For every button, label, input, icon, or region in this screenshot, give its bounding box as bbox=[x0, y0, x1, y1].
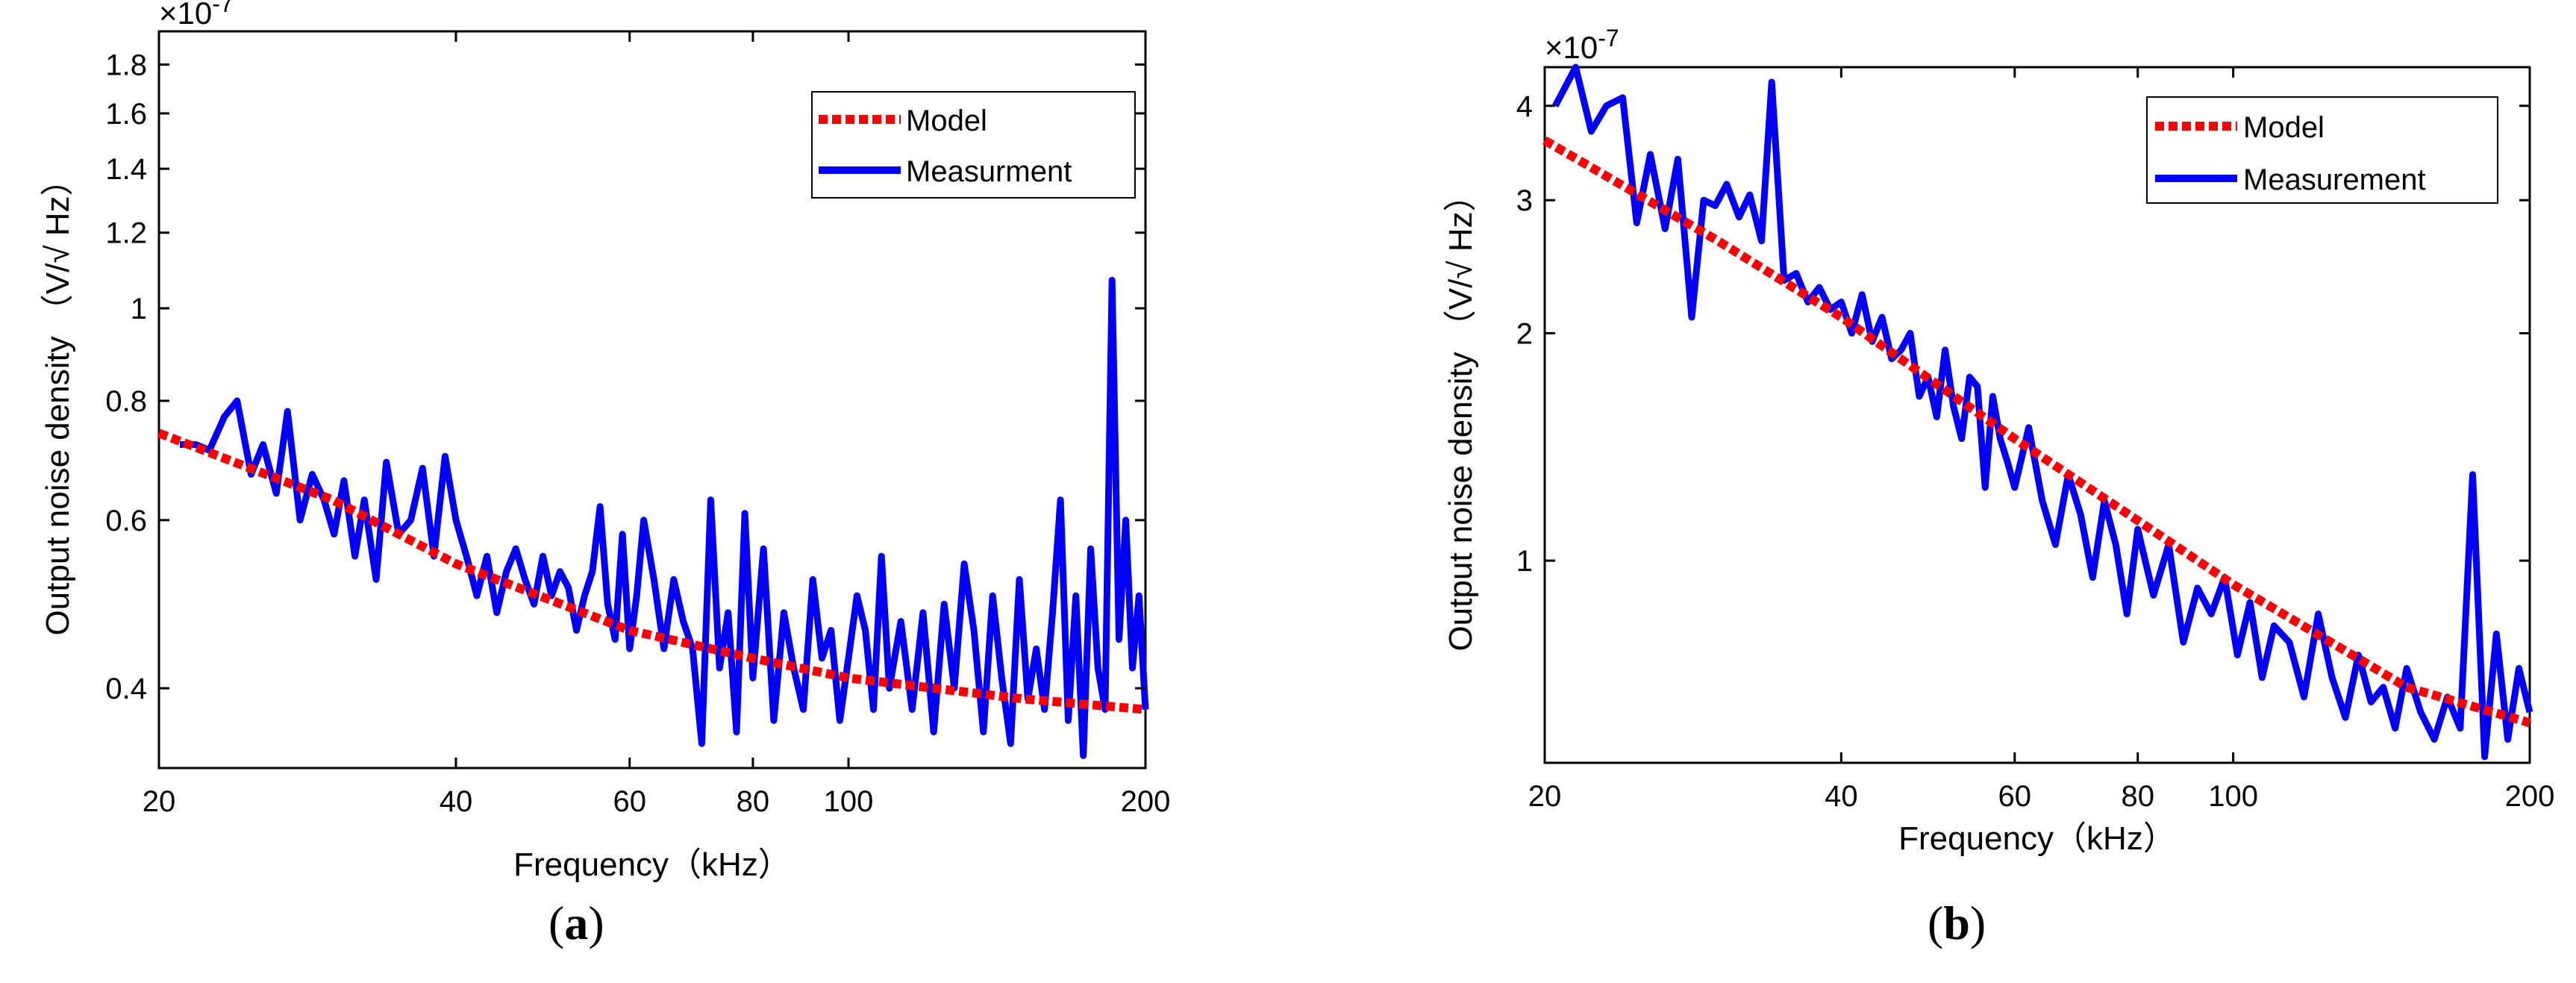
panel-b-chart: 20 40 60 80 100 200 1 2 3 4 Frequency（kHz） Output… bbox=[1442, 25, 2554, 857]
panel-b-ytick-label: 4 bbox=[1516, 90, 1533, 123]
panel-b-xtick-label: 20 bbox=[1528, 780, 1562, 813]
panel-a-xtick-label: 20 bbox=[143, 785, 176, 818]
panel-b-xtick-label: 80 bbox=[2121, 780, 2154, 813]
panel-b-ytick-label: 1 bbox=[1516, 545, 1533, 578]
panel-b-multiplier: ×10-7 bbox=[1545, 25, 1619, 65]
panel-b-ytick-label: 2 bbox=[1516, 317, 1533, 350]
panel-a-ytick-label: 0.4 bbox=[105, 673, 147, 705]
panel-a-axes-box bbox=[157, 30, 1147, 770]
panel-b-legend: Model Measurement bbox=[2146, 96, 2498, 204]
panel-a-legend-model: Model bbox=[906, 104, 987, 137]
panel-b-legend-model: Model bbox=[2243, 111, 2325, 144]
panel-a-xlabel: Frequency（kHz） bbox=[513, 846, 791, 883]
panel-a-ytick-label: 1.4 bbox=[105, 153, 147, 186]
panel-b-ylabel: Output noise density （V/√ Hz） bbox=[1442, 178, 1479, 651]
panel-a-caption: (a) bbox=[548, 896, 604, 949]
panel-a-legend: Model Measurment bbox=[811, 91, 1136, 199]
panel-a-xtick-label: 200 bbox=[1121, 785, 1171, 818]
panel-b-axes-box bbox=[1543, 66, 2531, 764]
panel-a-series-measurment bbox=[180, 276, 1149, 759]
panel-b-series-model bbox=[1542, 136, 2531, 728]
panel-a-xtick-label: 80 bbox=[737, 785, 770, 818]
panel-a-chart: 20 40 60 80 100 200 0.4 0.6 0.8 1 1.2 1.4 1.6 1.8 Fre… bbox=[40, 0, 1170, 883]
panel-a-ylabel: Output noise density （V/√ Hz） bbox=[40, 163, 76, 635]
panel-a-legend-measurement: Measurment bbox=[906, 155, 1072, 188]
panel-a-series-model bbox=[157, 428, 1146, 714]
panel-b-caption: (b) bbox=[1928, 896, 1986, 949]
panel-a-multiplier: ×10-7 bbox=[159, 0, 234, 31]
panel-a-xtick-label: 60 bbox=[613, 785, 647, 818]
panel-a-ytick-label: 0.8 bbox=[105, 385, 147, 418]
panel-a-ytick-label: 1.2 bbox=[105, 217, 147, 250]
panel-b-xtick-label: 40 bbox=[1825, 780, 1858, 813]
panel-a-ytick-label: 1.8 bbox=[105, 49, 147, 81]
panel-b-xtick-label: 60 bbox=[1998, 780, 2032, 813]
panel-b-xlabel: Frequency（kHz） bbox=[1898, 820, 2176, 857]
panel-a-ytick-label: 0.6 bbox=[105, 505, 147, 537]
panel-a-xtick-label: 100 bbox=[824, 785, 874, 818]
panel-a-xtick-label: 40 bbox=[440, 785, 473, 818]
panel-b-legend-measurement: Measurement bbox=[2243, 163, 2426, 196]
panel-b-xtick-label: 100 bbox=[2208, 780, 2258, 813]
panel-a-ytick-label: 1 bbox=[131, 293, 147, 325]
panel-a-ytick-label: 1.6 bbox=[105, 98, 147, 131]
panel-b-series-measurement bbox=[1552, 63, 2533, 761]
panel-b-ytick-label: 3 bbox=[1516, 184, 1533, 217]
panel-b-xtick-label: 200 bbox=[2505, 780, 2555, 813]
